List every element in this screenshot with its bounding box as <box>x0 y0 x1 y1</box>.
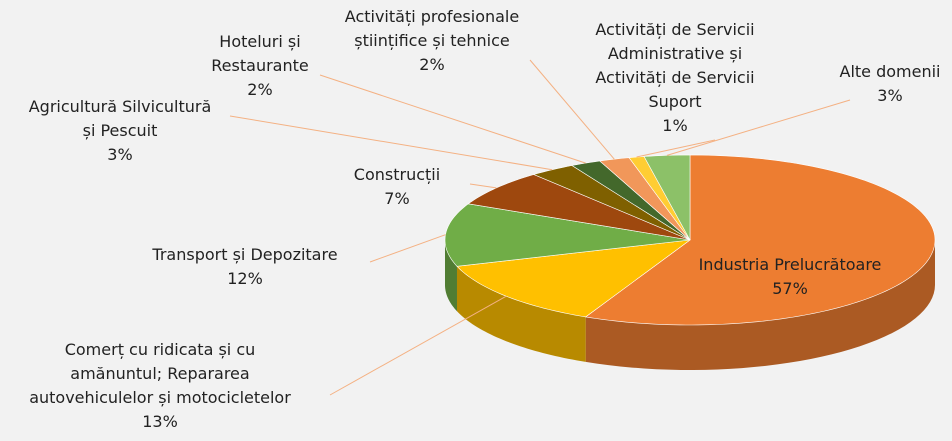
leader-line <box>636 139 716 158</box>
label-line: autovehiculelor și motocicletelor <box>29 388 291 407</box>
label-line: Agricultură Silvicultură <box>29 97 212 116</box>
slice <box>444 203 691 267</box>
slice-label: Hoteluri și Restaurante <box>211 32 308 75</box>
label-line: Comerț cu ridicata și cu <box>65 340 256 359</box>
leader-line <box>469 183 497 189</box>
label-line: și Pescuit <box>83 121 158 140</box>
slice-side <box>585 240 935 370</box>
label-line: Transport și Depozitare <box>151 245 337 264</box>
label-line: științifice și tehnice <box>354 31 510 50</box>
label-line: amănuntul; Repararea <box>70 364 249 383</box>
value-label: 3% <box>877 86 902 105</box>
slice <box>456 239 692 318</box>
slice-label: Activități profesionale științifice și te… <box>345 7 519 50</box>
value-label: 1% <box>662 116 687 135</box>
value-label: 57% <box>772 279 808 298</box>
label-line: Hoteluri și <box>219 32 300 51</box>
slice-label: Alte domenii <box>840 62 941 81</box>
leader-line <box>329 295 507 396</box>
label-line: Suport <box>648 92 701 111</box>
slice-label: Comerț cu ridicata și cu amănuntul; Repar… <box>29 340 291 407</box>
slice-label: Transport și Depozitare <box>151 245 337 264</box>
label-line: Activități de Servicii <box>595 68 754 87</box>
slice <box>571 160 691 241</box>
slice <box>584 154 936 326</box>
leader-line <box>229 115 553 171</box>
value-label: 7% <box>384 189 409 208</box>
slice-label: Activități de Servicii Administrative și A… <box>595 20 754 111</box>
slice-side <box>456 266 586 362</box>
slice <box>532 165 691 241</box>
label-line: Administrative și <box>608 44 742 63</box>
label-line: Construcții <box>354 165 440 184</box>
leader-line <box>666 99 851 156</box>
label-line: Activități profesionale <box>345 7 519 26</box>
slice <box>643 154 691 241</box>
label-line: Activități de Servicii <box>595 20 754 39</box>
slice-side <box>445 240 457 312</box>
value-label: 12% <box>227 269 263 288</box>
leader-line <box>529 59 615 160</box>
label-line: Industria Prelucrătoare <box>699 255 882 274</box>
slice-label: Industria Prelucrătoare <box>699 255 882 274</box>
label-line: Alte domenii <box>840 62 941 81</box>
leader-line <box>319 74 586 164</box>
value-label: 3% <box>107 145 132 164</box>
slice-label: Construcții <box>354 165 440 184</box>
label-line: Restaurante <box>211 56 308 75</box>
value-label: 2% <box>247 80 272 99</box>
slice-label: Agricultură Silvicultură și Pescuit <box>29 97 212 140</box>
leader-line <box>369 234 446 263</box>
value-label: 2% <box>419 55 444 74</box>
value-label: 13% <box>142 412 178 431</box>
